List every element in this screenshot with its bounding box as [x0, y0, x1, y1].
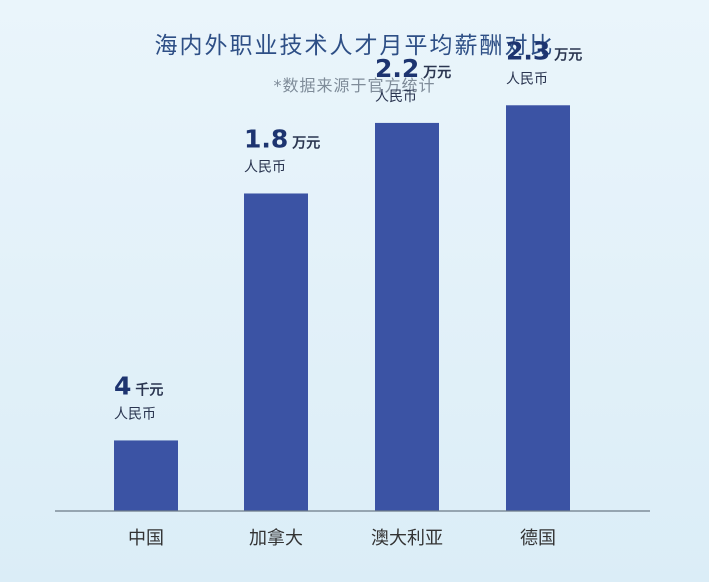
- chart-subtitle: *数据来源于官方统计: [273, 76, 436, 95]
- bar-0: [114, 440, 178, 511]
- data-label-unit: 千元: [135, 381, 163, 398]
- data-label-unit: 万元: [422, 65, 451, 81]
- data-label-currency-2: 人民币: [375, 89, 417, 105]
- data-label-unit: 万元: [291, 135, 320, 151]
- x-tick-label-1: 加拿大: [249, 527, 303, 549]
- data-label-currency-0: 人民币: [114, 406, 156, 422]
- data-label-number: 2.2: [375, 54, 419, 83]
- data-label-currency-1: 人民币: [244, 159, 286, 175]
- data-label-number: 1.8: [244, 124, 288, 153]
- data-label-unit: 万元: [553, 47, 582, 63]
- bar-2: [375, 122, 439, 512]
- data-label-0: 4 千元: [114, 371, 163, 400]
- data-label-number: 2.3: [506, 36, 550, 65]
- data-label-currency-3: 人民币: [506, 71, 548, 87]
- data-label-1: 1.8 万元: [244, 124, 320, 153]
- data-label-2: 2.2 万元: [375, 54, 451, 83]
- x-tick-label-2: 澳大利亚: [371, 528, 443, 549]
- bar-3: [506, 105, 570, 511]
- x-tick-label-3: 德国: [520, 528, 556, 549]
- chart-title: 海内外职业技术人才月平均薪酬对比: [154, 33, 555, 59]
- x-tick-label-0: 中国: [128, 528, 164, 549]
- data-label-number: 4: [114, 371, 131, 400]
- data-label-3: 2.3 万元: [506, 36, 582, 65]
- bar-1: [244, 193, 308, 512]
